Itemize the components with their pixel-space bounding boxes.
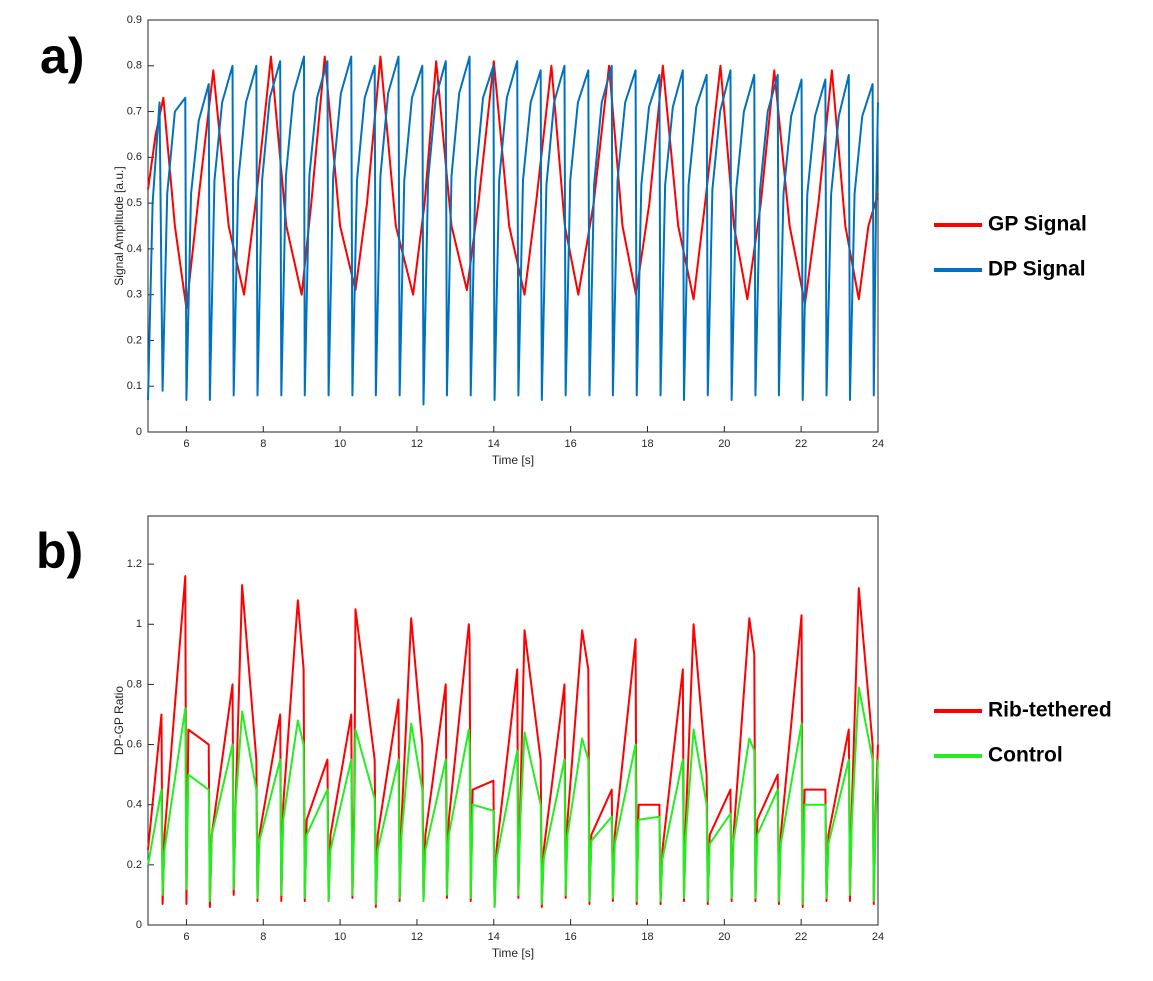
x-tick-label: 16 — [565, 438, 577, 450]
legend-label: GP Signal — [988, 213, 1087, 236]
x-tick-label: 18 — [641, 931, 653, 943]
y-tick-label: 0.9 — [127, 14, 142, 26]
y-axis-label: Signal Amplitude [a.u.] — [112, 166, 126, 285]
x-tick-label: 20 — [718, 438, 730, 450]
x-tick-label: 8 — [260, 931, 266, 943]
y-tick-label: 0.2 — [127, 334, 142, 346]
x-tick-label: 14 — [488, 931, 500, 943]
series-line — [147, 686, 879, 908]
legend-label: DP Signal — [988, 258, 1086, 281]
y-tick-label: 0.6 — [127, 151, 142, 163]
series-line — [147, 55, 879, 310]
x-tick-label: 24 — [872, 931, 884, 943]
y-tick-label: 1 — [136, 618, 142, 630]
x-tick-label: 16 — [565, 931, 577, 943]
y-axis-label: DP-GP Ratio — [112, 686, 126, 755]
y-tick-label: 0 — [136, 426, 142, 438]
x-axis-label: Time [s] — [492, 946, 534, 960]
y-tick-label: 0.2 — [127, 859, 142, 871]
x-tick-label: 12 — [411, 931, 423, 943]
x-tick-label: 18 — [641, 438, 653, 450]
x-tick-label: 20 — [718, 931, 730, 943]
y-tick-label: 1.2 — [127, 558, 142, 570]
y-tick-label: 0 — [136, 919, 142, 931]
x-tick-label: 8 — [260, 438, 266, 450]
x-tick-label: 10 — [334, 931, 346, 943]
y-tick-label: 0.6 — [127, 738, 142, 750]
y-tick-label: 0.8 — [127, 678, 142, 690]
x-tick-label: 6 — [183, 931, 189, 943]
x-tick-label: 22 — [795, 438, 807, 450]
y-tick-label: 0.4 — [127, 243, 142, 255]
y-tick-label: 0.7 — [127, 105, 142, 117]
y-tick-label: 0.3 — [127, 289, 142, 301]
panel-label: a) — [40, 28, 84, 84]
x-tick-label: 10 — [334, 438, 346, 450]
y-tick-label: 0.4 — [127, 799, 142, 811]
y-tick-label: 0.1 — [127, 380, 142, 392]
panel-label: b) — [36, 523, 83, 579]
y-tick-label: 0.8 — [127, 60, 142, 72]
legend-label: Control — [988, 744, 1063, 767]
x-tick-label: 24 — [872, 438, 884, 450]
series-line — [147, 55, 879, 406]
x-tick-label: 22 — [795, 931, 807, 943]
x-tick-label: 14 — [488, 438, 500, 450]
x-axis-label: Time [s] — [492, 453, 534, 467]
x-tick-label: 6 — [183, 438, 189, 450]
legend-label: Rib-tethered — [988, 699, 1112, 722]
x-tick-label: 12 — [411, 438, 423, 450]
y-tick-label: 0.5 — [127, 197, 142, 209]
